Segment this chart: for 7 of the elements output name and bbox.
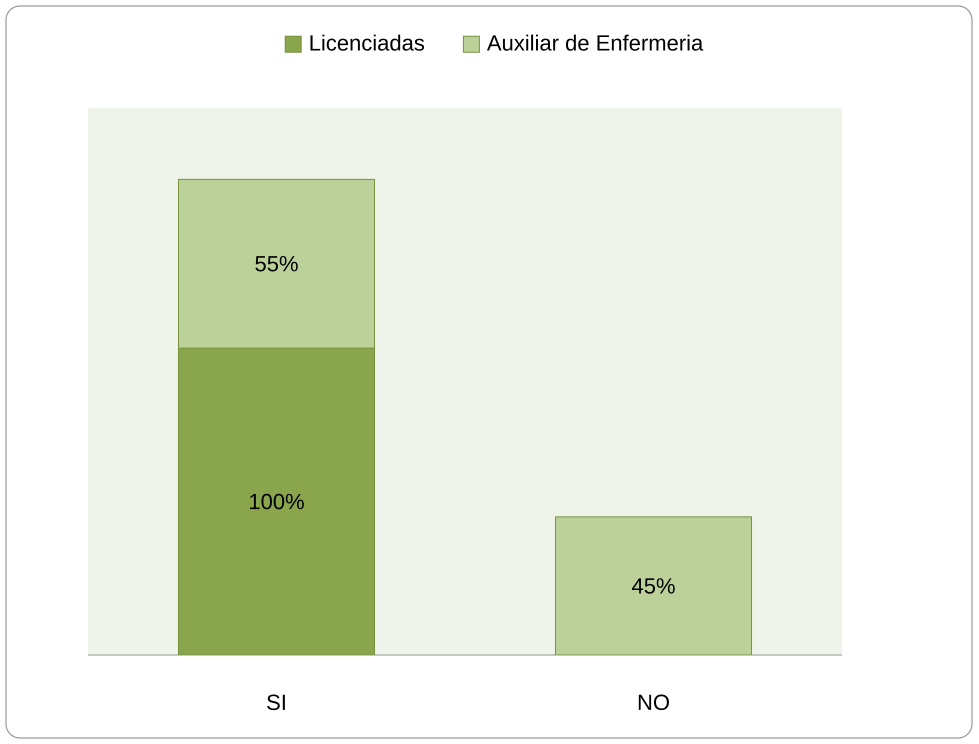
- x-tick-label: SI: [267, 694, 285, 710]
- legend-label: Auxiliar de Enfermeria: [486, 34, 704, 51]
- legend-label: Licenciadas: [310, 34, 424, 51]
- data-label: 45%: [632, 578, 675, 594]
- x-tick-label: NO: [638, 694, 669, 710]
- data-label: 55%: [255, 256, 298, 272]
- data-label: 100%: [250, 494, 304, 510]
